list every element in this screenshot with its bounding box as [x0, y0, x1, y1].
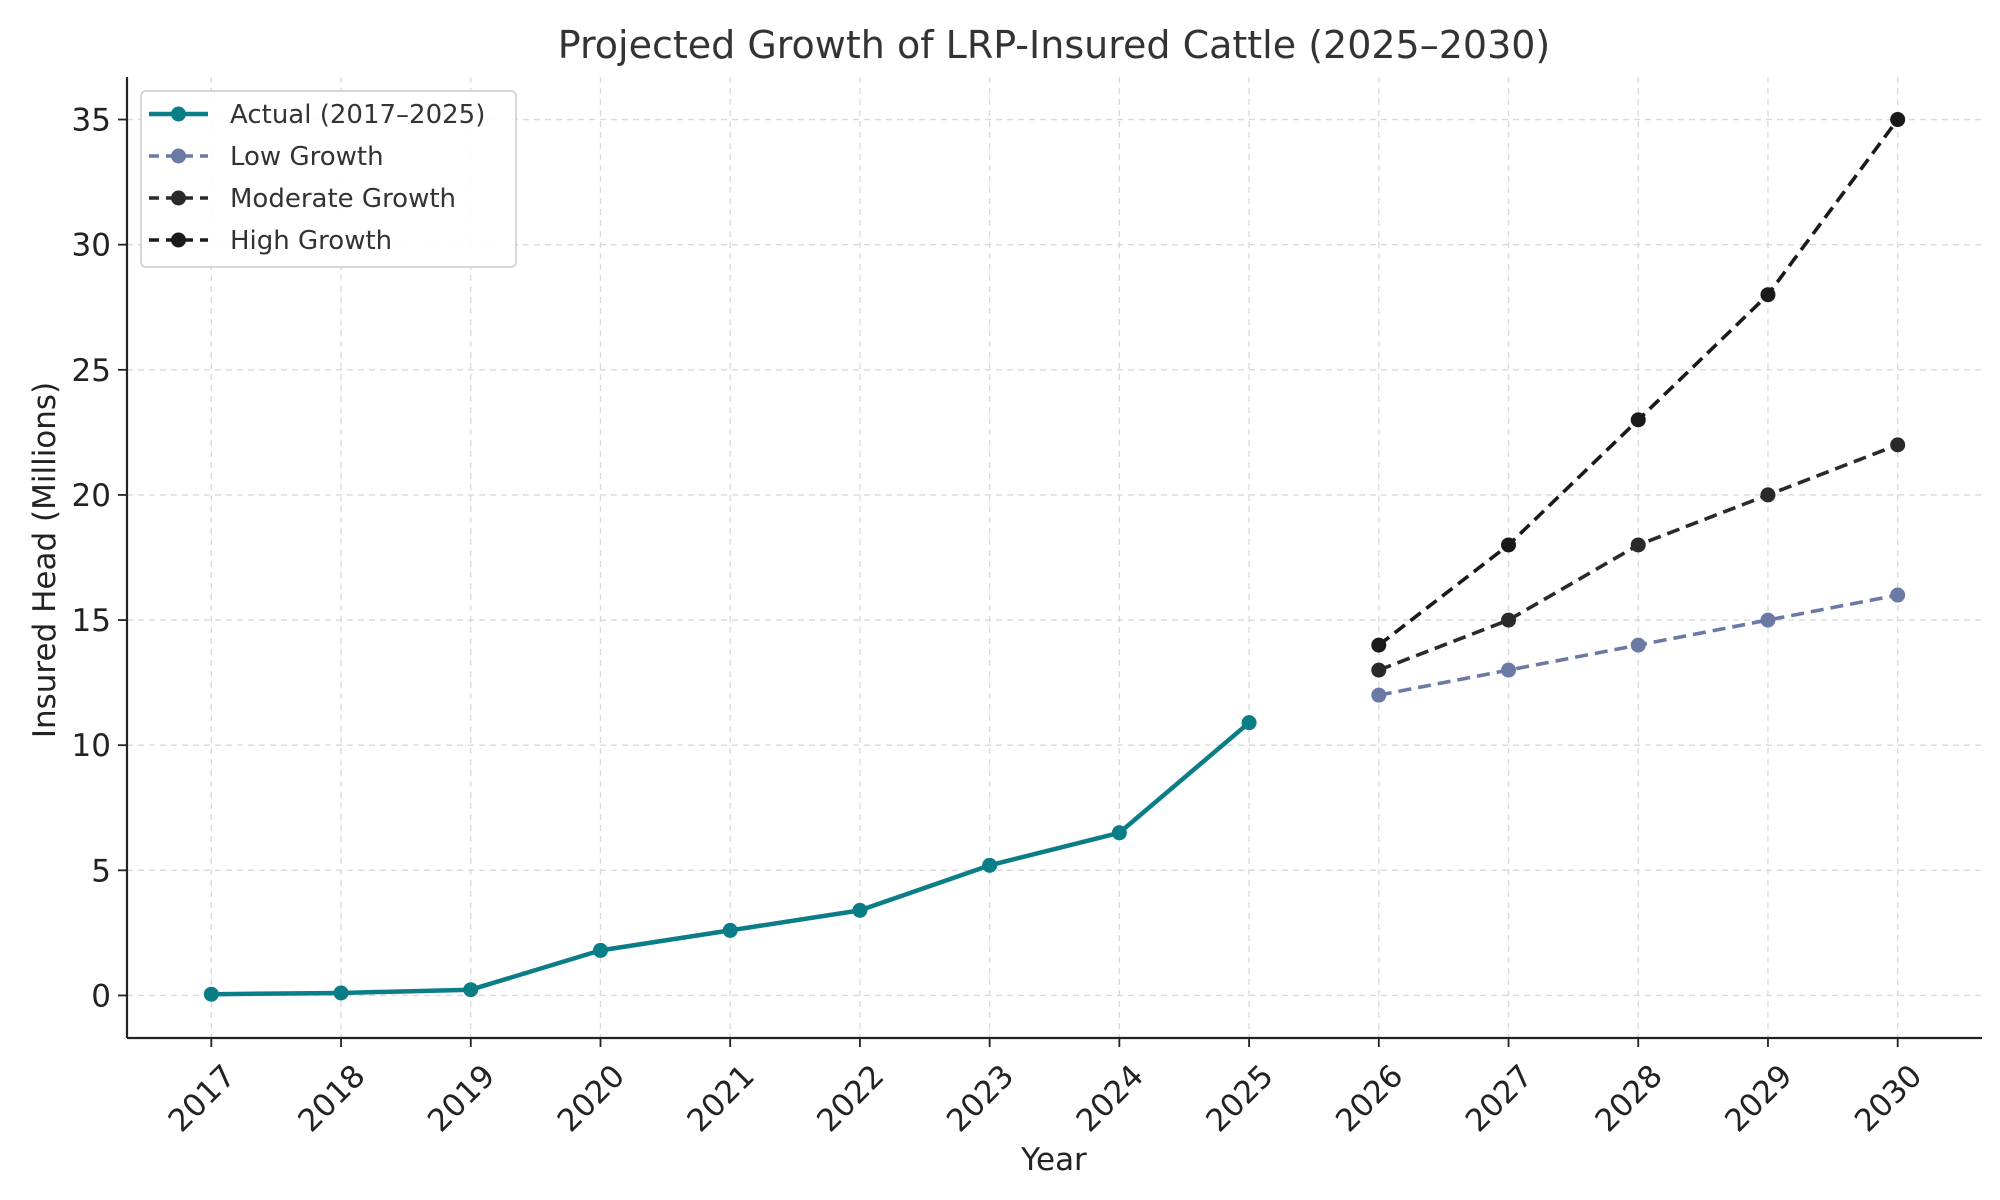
y-tick-label: 15	[72, 603, 111, 639]
data-point	[333, 985, 349, 1001]
data-point	[1760, 487, 1776, 503]
data-point	[1760, 287, 1776, 303]
x-axis-ticks: 2017 2018 2019 2020 2021 2022 2023 2024 2025 2026…	[162, 1038, 1929, 1139]
y-tick-label: 25	[72, 353, 111, 389]
series-1	[1371, 587, 1906, 703]
data-point	[1890, 437, 1906, 453]
y-axis-ticks: 0 5 10 15 20 25 30 35	[72, 103, 127, 1014]
x-tick-label: 2022	[810, 1058, 891, 1139]
data-point	[203, 986, 219, 1002]
series-2	[1371, 437, 1906, 678]
data-point	[1501, 537, 1517, 553]
x-tick-label: 2017	[162, 1058, 243, 1139]
series-group	[203, 112, 1906, 1002]
y-tick-label: 10	[72, 728, 111, 764]
x-axis-label: Year	[1020, 1142, 1087, 1178]
y-tick-label: 35	[72, 103, 111, 139]
data-point	[1890, 112, 1906, 128]
data-point	[1630, 412, 1646, 428]
x-tick-label: 2023	[940, 1058, 1021, 1139]
data-point	[463, 982, 479, 998]
data-point	[1371, 637, 1387, 653]
data-point	[852, 902, 868, 918]
legend-label: High Growth	[230, 226, 392, 256]
data-point	[1630, 637, 1646, 653]
x-tick-label: 2024	[1070, 1058, 1151, 1139]
x-tick-label: 2025	[1199, 1058, 1280, 1139]
y-tick-label: 0	[91, 978, 111, 1014]
data-point	[1760, 612, 1776, 628]
x-tick-label: 2030	[1848, 1058, 1929, 1139]
x-tick-label: 2021	[680, 1058, 761, 1139]
legend-label: Moderate Growth	[230, 184, 456, 214]
x-tick-label: 2028	[1588, 1058, 1669, 1139]
data-point	[1241, 715, 1257, 731]
data-point	[1371, 662, 1387, 678]
data-point	[1371, 687, 1387, 703]
y-tick-label: 5	[91, 853, 111, 889]
y-tick-label: 20	[72, 478, 111, 514]
series-0	[203, 715, 1257, 1002]
data-point	[982, 857, 998, 873]
data-point	[1111, 825, 1127, 841]
x-tick-label: 2027	[1459, 1058, 1540, 1139]
y-axis-label: Insured Head (Millions)	[27, 382, 63, 738]
legend-frame	[140, 90, 517, 268]
legend-label: Actual (2017–2025)	[230, 100, 485, 130]
series-3	[1371, 112, 1906, 653]
data-point	[1501, 612, 1517, 628]
legend-marker	[171, 232, 186, 248]
data-point	[1630, 537, 1646, 553]
data-point	[1501, 662, 1517, 678]
chart-title: Projected Growth of LRP-Insured Cattle (…	[558, 23, 1551, 67]
x-tick-label: 2026	[1329, 1058, 1410, 1139]
legend-marker	[171, 148, 186, 164]
x-tick-label: 2020	[551, 1058, 632, 1139]
legend: Actual (2017–2025) Low Growth Moderate Gro…	[140, 90, 517, 268]
y-tick-label: 30	[72, 228, 111, 264]
x-tick-label: 2018	[291, 1058, 372, 1139]
legend-label: Low Growth	[230, 142, 384, 172]
legend-marker	[171, 190, 186, 206]
x-tick-label: 2019	[421, 1058, 502, 1139]
data-point	[1890, 587, 1906, 603]
legend-marker	[171, 106, 186, 122]
data-point	[592, 942, 608, 958]
x-tick-label: 2029	[1718, 1058, 1799, 1139]
data-point	[722, 922, 738, 938]
